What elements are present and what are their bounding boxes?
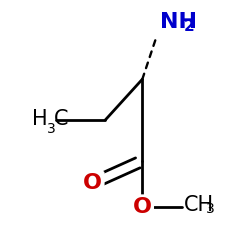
Text: 3: 3 — [206, 202, 215, 216]
Text: NH: NH — [160, 12, 196, 32]
Text: 3: 3 — [47, 122, 56, 136]
Text: CH: CH — [184, 195, 214, 215]
Text: C: C — [54, 109, 68, 129]
Text: O: O — [133, 196, 152, 216]
Text: 2: 2 — [184, 18, 194, 34]
Text: O: O — [83, 173, 102, 193]
Text: H: H — [32, 109, 47, 129]
